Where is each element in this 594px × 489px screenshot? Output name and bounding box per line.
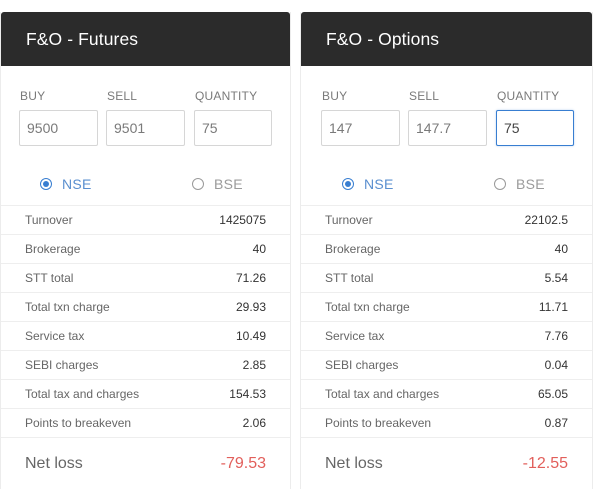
futures-net-value: -79.53 <box>220 454 266 472</box>
futures-bse-radio[interactable]: BSE <box>192 175 243 193</box>
futures-bse-label: BSE <box>214 176 243 192</box>
options-sell-label: SELL <box>409 89 440 103</box>
options-nse-radio[interactable]: NSE <box>342 175 394 193</box>
radio-checked-icon <box>342 178 354 190</box>
options-row-stt-total: STT total 5.54 <box>301 263 592 292</box>
options-panel-title: F&O - Options <box>301 12 592 66</box>
options-row-brokerage: Brokerage 40 <box>301 234 592 263</box>
options-row-points-to-breakeven: Points to breakeven 0.87 <box>301 408 592 437</box>
options-bse-label: BSE <box>516 176 545 192</box>
options-sell-input[interactable] <box>408 110 487 146</box>
options-row-turnover: Turnover 22102.5 <box>301 205 592 234</box>
options-charges-list: Turnover 22102.5 Brokerage 40 STT total … <box>301 205 592 437</box>
futures-buy-label: BUY <box>20 89 46 103</box>
options-calculator-panel: F&O - Options BUY SELL QUANTITY NSE BSE … <box>300 12 593 489</box>
futures-quantity-label: QUANTITY <box>195 89 258 103</box>
futures-row-brokerage: Brokerage 40 <box>1 234 290 263</box>
futures-quantity-input[interactable] <box>194 110 272 146</box>
futures-row-sebi-charges: SEBI charges 2.85 <box>1 350 290 379</box>
futures-row-service-tax: Service tax 10.49 <box>1 321 290 350</box>
options-quantity-input[interactable] <box>496 110 574 146</box>
futures-row-points-to-breakeven: Points to breakeven 2.06 <box>1 408 290 437</box>
options-bse-radio[interactable]: BSE <box>494 175 545 193</box>
futures-row-turnover: Turnover 1425075 <box>1 205 290 234</box>
options-buy-label: BUY <box>322 89 348 103</box>
options-net-value: -12.55 <box>522 454 568 472</box>
options-row-total-tax-and-charges: Total tax and charges 65.05 <box>301 379 592 408</box>
futures-sell-label: SELL <box>107 89 138 103</box>
options-net-result: Net loss -12.55 <box>301 437 592 489</box>
futures-nse-radio[interactable]: NSE <box>40 175 92 193</box>
futures-net-label: Net loss <box>25 454 83 472</box>
futures-panel-title: F&O - Futures <box>1 12 290 66</box>
futures-row-stt-total: STT total 71.26 <box>1 263 290 292</box>
futures-sell-input[interactable] <box>106 110 185 146</box>
futures-calculator-panel: F&O - Futures BUY SELL QUANTITY NSE BSE … <box>0 12 291 489</box>
futures-charges-list: Turnover 1425075 Brokerage 40 STT total … <box>1 205 290 437</box>
options-row-sebi-charges: SEBI charges 0.04 <box>301 350 592 379</box>
options-nse-label: NSE <box>364 176 394 192</box>
options-quantity-label: QUANTITY <box>497 89 560 103</box>
futures-nse-label: NSE <box>62 176 92 192</box>
futures-buy-input[interactable] <box>19 110 98 146</box>
options-net-label: Net loss <box>325 454 383 472</box>
options-buy-input[interactable] <box>321 110 400 146</box>
radio-checked-icon <box>40 178 52 190</box>
futures-net-result: Net loss -79.53 <box>1 437 290 489</box>
options-row-total-txn-charge: Total txn charge 11.71 <box>301 292 592 321</box>
radio-unchecked-icon <box>192 178 204 190</box>
futures-row-total-tax-and-charges: Total tax and charges 154.53 <box>1 379 290 408</box>
futures-row-total-txn-charge: Total txn charge 29.93 <box>1 292 290 321</box>
options-row-service-tax: Service tax 7.76 <box>301 321 592 350</box>
radio-unchecked-icon <box>494 178 506 190</box>
